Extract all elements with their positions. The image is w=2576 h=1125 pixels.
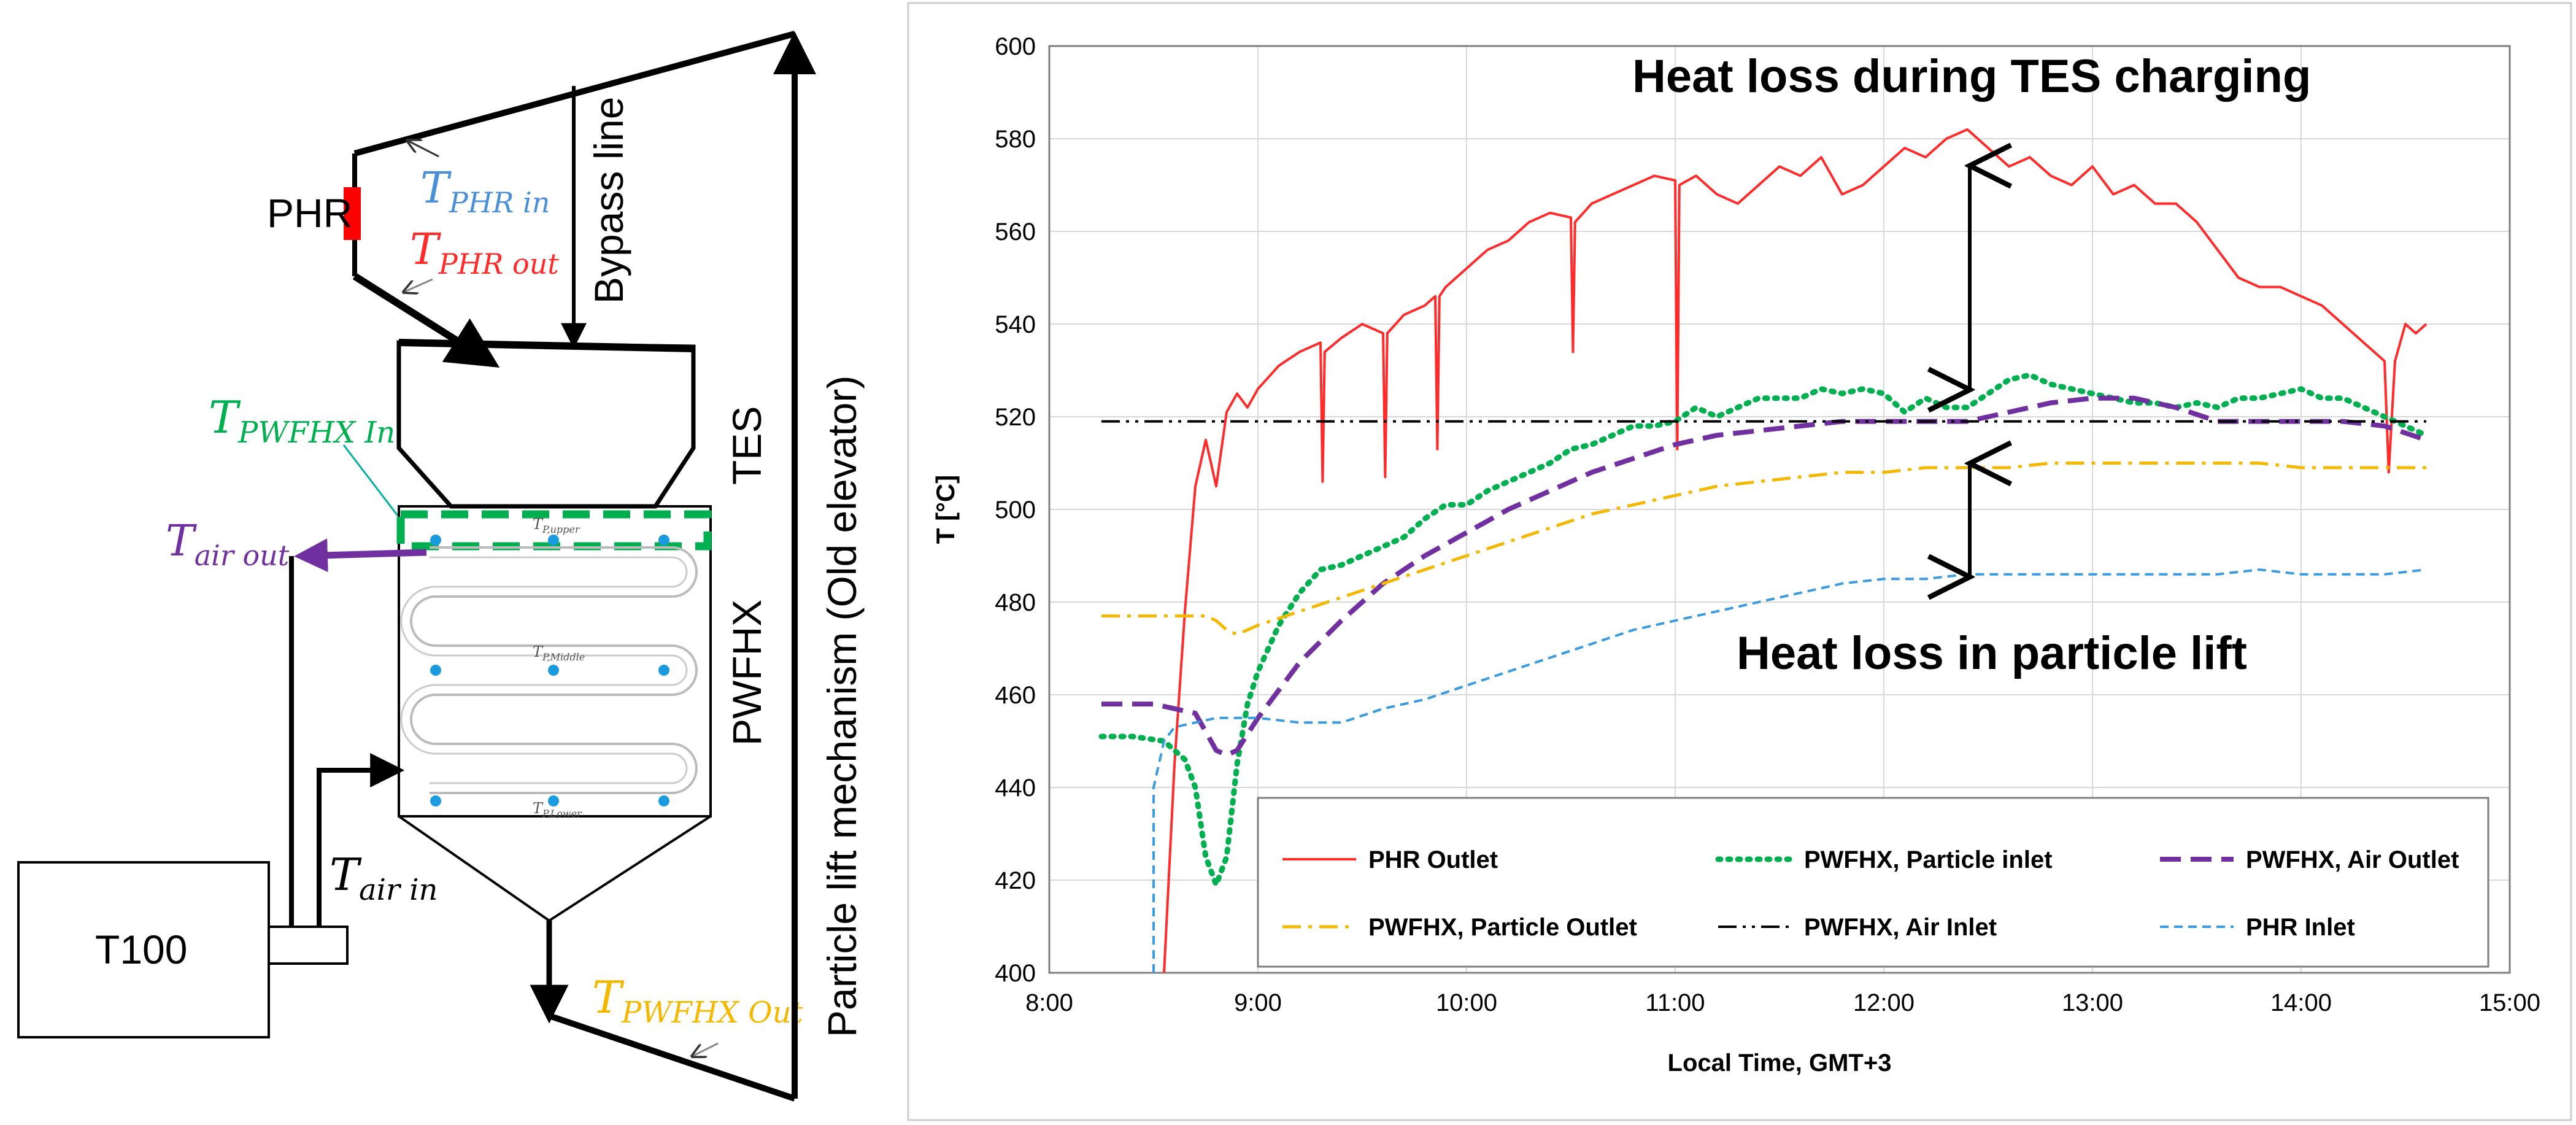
series-line-phr-outlet	[1163, 128, 2428, 973]
pwfhx-serpentine	[410, 546, 698, 794]
series-line-phr-inlet	[1152, 568, 2427, 973]
y-tick-label: 480	[995, 589, 1036, 616]
y-axis-label: T [°C]	[931, 475, 960, 544]
y-tick-label: 560	[995, 218, 1036, 245]
y-tick-label: 540	[995, 311, 1036, 338]
phr-in-pointer	[409, 141, 439, 158]
pwfhx-serpentine-inner	[400, 556, 688, 784]
bypass-line-label: Bypass line	[586, 96, 631, 304]
legend-box	[1257, 797, 2489, 968]
temperature-chart: 400 420 440 460 480 500 520 540 560 580 600 8:00 9:…	[907, 2, 2572, 1121]
tp-middle-label: TP,Middle	[533, 643, 585, 663]
return-line	[548, 1013, 796, 1102]
t-phr-out-label: TPHR out	[410, 224, 559, 280]
air-in-duct	[317, 753, 405, 927]
pwfhx-hopper	[398, 815, 712, 922]
legend-label: PWFHX, Air Outlet	[2246, 846, 2459, 873]
y-tick-label: 420	[995, 867, 1036, 894]
y-tick-label: 600	[995, 33, 1036, 60]
phr-receiver	[344, 187, 361, 240]
series-line-pwfhx-particle-outlet	[1101, 462, 2426, 636]
t-pwfhx-in-label: TPWFHX In	[209, 392, 395, 450]
phr-label: PHR	[267, 190, 352, 236]
t100-box	[17, 861, 270, 1038]
temperature-sensors	[430, 535, 669, 806]
x-tick-label: 14:00	[2270, 989, 2332, 1016]
x-tick-label: 8:00	[1025, 989, 1073, 1016]
series-line-pwfhx-air-outlet	[1101, 395, 2428, 758]
x-tick-label: 11:00	[1645, 989, 1705, 1016]
t-air-in-label: Tair in	[330, 849, 438, 907]
y-tick-labels: 400 420 440 460 480 500 520 540 560 580 600	[995, 33, 1036, 987]
x-tick-label: 15:00	[2479, 989, 2540, 1016]
legend-label: PWFHX, Particle Outlet	[1368, 914, 1637, 941]
y-tick-label: 460	[995, 682, 1036, 709]
chart-legend: PHR Outlet PWFHX, Particle inlet PWFHX, Ai…	[1257, 797, 2489, 968]
schematic-diagram: PHR TPHR in TPHR out Bypass line TES TPW…	[17, 31, 865, 1102]
legend-label: PHR Inlet	[2246, 914, 2355, 941]
tes-label: TES	[724, 406, 769, 485]
legend-label: PWFHX, Air Inlet	[1804, 914, 1997, 941]
pwfhx-label: PWFHX	[724, 600, 769, 746]
plot-area-border	[1048, 45, 2511, 974]
x-tick-label: 10:00	[1436, 989, 1497, 1016]
x-tick-label: 9:00	[1234, 989, 1282, 1016]
t100-label: T100	[95, 927, 187, 972]
series-line-pwfhx-particle-inlet	[1098, 372, 2429, 887]
pwfhx-out-pointer	[693, 1042, 719, 1056]
y-tick-label: 440	[995, 775, 1036, 802]
pwfhx-body	[398, 505, 712, 818]
t-air-out-label: Tair out	[166, 516, 290, 572]
tes-top-edge	[398, 339, 694, 352]
x-tick-labels: 8:00 9:00 10:00 11:00 12:00 13:00 14:00 15:00	[1025, 989, 2540, 1016]
lift-loss-annotation: Heat loss in particle lift	[1737, 627, 2247, 679]
legend-label: PHR Outlet	[1368, 846, 1498, 873]
t100-port	[268, 926, 349, 965]
y-tick-label: 580	[995, 126, 1036, 153]
tes-loss-annotation: Heat loss during TES charging	[1632, 50, 2311, 102]
t-phr-in-label: TPHR in	[420, 163, 550, 219]
tp-upper-label: TP,upper	[533, 516, 580, 535]
x-tick-label: 12:00	[1853, 989, 1915, 1016]
y-tick-label: 500	[995, 497, 1036, 524]
air-out-arrow	[294, 538, 427, 573]
chart-series	[1098, 128, 2429, 973]
tes-vessel	[396, 340, 696, 509]
x-tick-label: 13:00	[2062, 989, 2123, 1016]
x-axis-label: Local Time, GMT+3	[1668, 1050, 1892, 1077]
tp-lower-label: TP,Lower	[533, 800, 582, 819]
legend-label: PWFHX, Particle inlet	[1804, 846, 2053, 873]
particle-lift-label: Particle lift mechanism (Old elevator)	[819, 376, 865, 1037]
y-tick-label: 400	[995, 960, 1036, 987]
phr-out-pointer	[405, 278, 433, 292]
phr-to-tes-line	[352, 273, 500, 368]
y-tick-label: 520	[995, 404, 1036, 431]
t-pwfhx-out-label: TPWFHX Out	[592, 972, 804, 1030]
pwfhx-in-pointer	[342, 444, 399, 516]
